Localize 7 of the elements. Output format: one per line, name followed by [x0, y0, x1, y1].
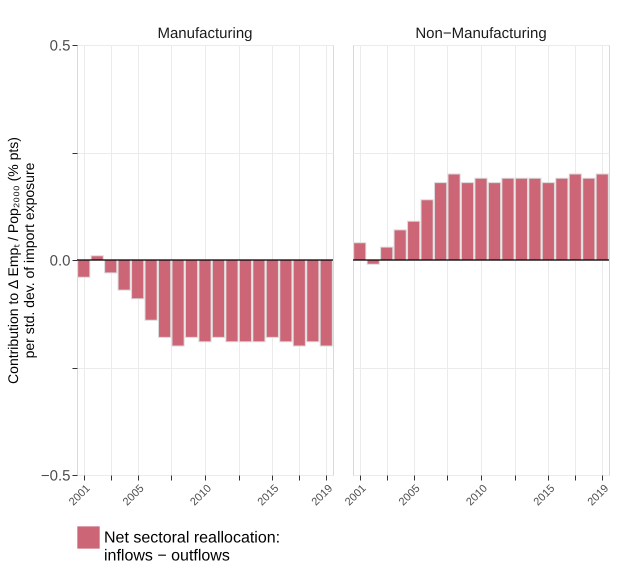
y-axis-title: Contribution to Δ Empₜ / Pop₂₀₀₀ (% pts) per std. dev. of import exposure [4, 137, 37, 384]
chart-title: Non−Manufacturing [415, 25, 547, 42]
y-tick-label: 0.5 [50, 38, 70, 54]
y-tick-label: −0.5 [40, 468, 70, 484]
legend-label: Net sectoral reallocation: inflows − outflows [104, 530, 280, 564]
chart-title: Manufacturing [157, 25, 253, 42]
y-tick-label: 0.0 [50, 252, 70, 270]
